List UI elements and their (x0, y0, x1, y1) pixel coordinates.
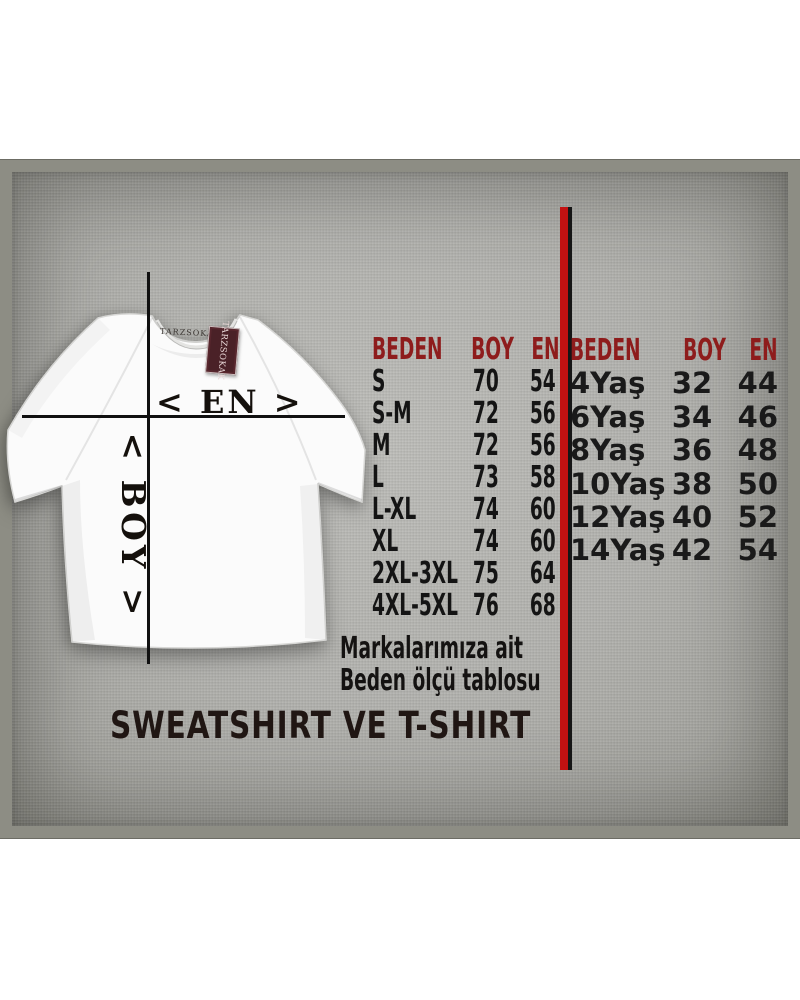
brand-note: Markalarımıza ait Beden ölçü tablosu (340, 633, 663, 697)
adult-size-table: BEDEN BOY EN S 70 54 S-M 72 56 M 72 56 L 73 58 L-XL 74 60… (372, 332, 560, 623)
table-header-row: BEDEN BOY EN (570, 333, 778, 368)
table-row: S-M 72 56 (372, 396, 556, 431)
table-row: 2XL-3XL 75 64 (372, 556, 556, 591)
table-row: 4XL-5XL 76 68 (372, 588, 556, 623)
table-header-row: BEDEN BOY EN (372, 332, 560, 367)
length-arrow-label: < BOY > (114, 432, 153, 620)
table-row: 14Yaş 42 54 (570, 533, 778, 568)
table-row: S 70 54 (372, 364, 556, 399)
tshirt-image (6, 313, 366, 649)
hang-tag: TARZSOKAK (205, 320, 240, 381)
table-row: 8Yaş 36 48 (570, 433, 778, 468)
table-row: 6Yaş 34 46 (570, 399, 778, 434)
table-row: 4Yaş 32 44 (570, 366, 778, 401)
brand-note-line1: Markalarımıza ait (340, 631, 524, 666)
hang-tag-brand-text: TARZSOKAK (214, 320, 231, 381)
raglan-seam-left (65, 317, 153, 481)
table-row: 10Yaş 38 50 (570, 466, 778, 501)
kids-size-table: BEDEN BOY EN 4Yaş 32 44 6Yaş 34 46 8Yaş 36 48 10Yaş 3… (570, 334, 778, 568)
width-measure-line (22, 415, 345, 418)
table-row: L 73 58 (372, 460, 556, 495)
table-row: M 72 56 (372, 428, 556, 463)
table-row: 12Yaş 40 52 (570, 499, 778, 534)
length-measure-line (147, 272, 150, 664)
width-arrow-label: < EN > (156, 383, 304, 421)
table-row: XL 74 60 (372, 524, 556, 559)
raglan-seam-right (239, 316, 317, 481)
brand-note-line2: Beden ölçü tablosu (340, 663, 541, 698)
page-title: SWEATSHIRT VE T-SHIRT (110, 704, 532, 747)
table-row: L-XL 74 60 (372, 492, 556, 527)
red-divider-line (560, 207, 572, 770)
